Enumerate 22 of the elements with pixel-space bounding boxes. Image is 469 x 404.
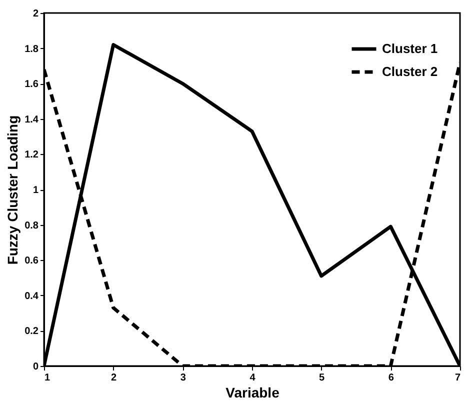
x-tick-label: 2 <box>111 372 118 384</box>
x-axis-title: Variable <box>226 384 280 400</box>
y-tick-label: 0.8 <box>24 220 39 232</box>
x-tick-label: 5 <box>319 372 326 384</box>
y-tick-label: 1 <box>32 185 39 196</box>
y-tick-label: 0.4 <box>24 290 39 302</box>
y-tick-label: 1.4 <box>24 114 39 126</box>
y-tick-label: 2 <box>32 8 39 20</box>
x-tick-label: 3 <box>180 372 186 384</box>
y-axis-title: Fuzzy Cluster Loading <box>4 115 21 265</box>
y-tick-label: 1.8 <box>24 44 39 55</box>
x-tick-label: 6 <box>388 372 394 384</box>
y-tick-label: 0 <box>32 362 39 372</box>
x-tick-label: 4 <box>250 372 256 384</box>
y-tick-label: 1.6 <box>24 79 39 90</box>
legend-label: Cluster 1 <box>382 41 438 56</box>
y-tick-label: 0.2 <box>24 326 39 338</box>
legend-label: Cluster 2 <box>382 64 438 79</box>
y-tick-label: 1.2 <box>24 150 39 161</box>
x-tick-label: 7 <box>454 372 461 384</box>
x-tick-label: 1 <box>44 372 50 384</box>
y-tick-label: 0.6 <box>24 256 39 267</box>
